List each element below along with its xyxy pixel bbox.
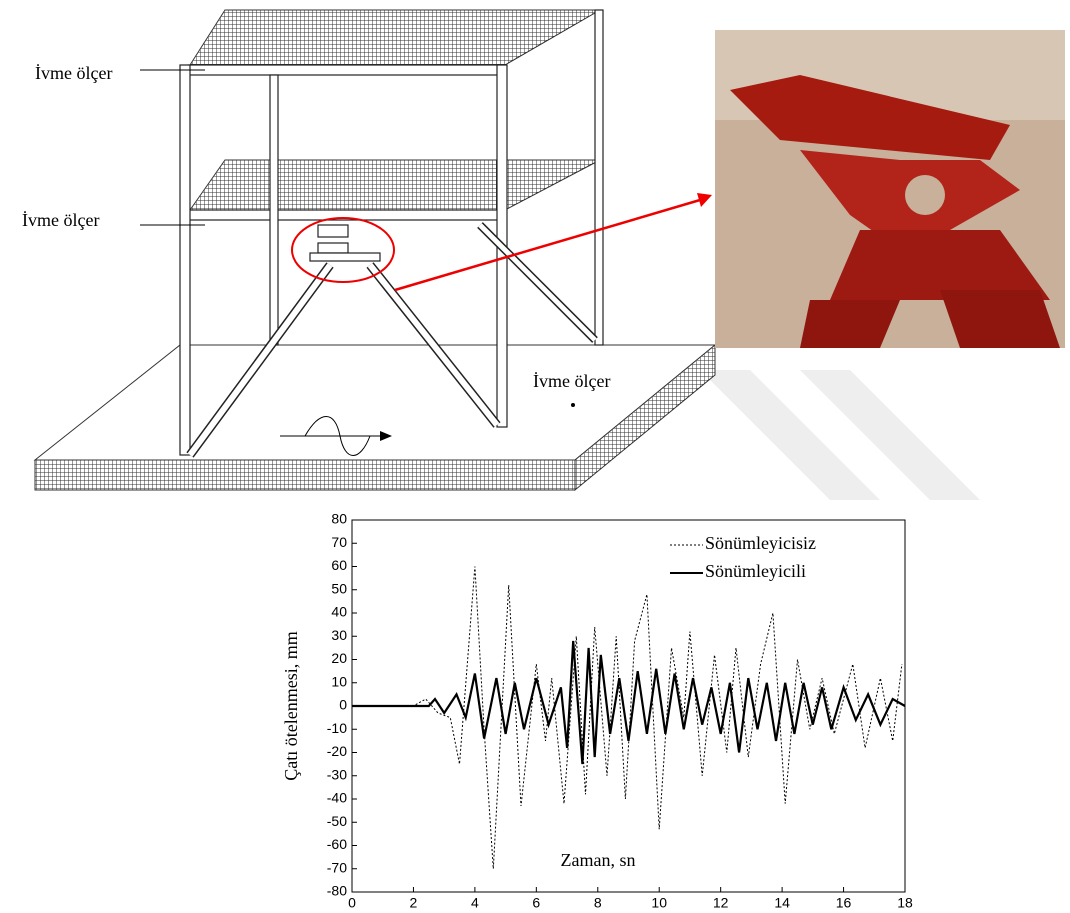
plot-frame bbox=[352, 520, 905, 892]
y-tick-label: -50 bbox=[327, 813, 347, 829]
y-tick-label: -60 bbox=[327, 836, 347, 852]
x-tick-label: 12 bbox=[713, 895, 729, 911]
sensor-label: İvme ölçer bbox=[22, 210, 99, 230]
y-tick-label: -30 bbox=[327, 766, 347, 782]
figure: İvme ölçer İvme ölçer İvme ölçer Zaman, … bbox=[0, 0, 1070, 913]
y-tick-label: -40 bbox=[327, 790, 347, 806]
page: İvme ölçer İvme ölçer İvme ölçer Zaman, … bbox=[0, 0, 1070, 913]
x-tick-label: 6 bbox=[532, 895, 540, 911]
x-tick-label: 8 bbox=[594, 895, 602, 911]
y-tick-label: 40 bbox=[331, 604, 347, 620]
x-tick-label: 18 bbox=[897, 895, 913, 911]
x-tick-label: 2 bbox=[410, 895, 418, 911]
y-tick-label: 70 bbox=[331, 534, 347, 550]
sensor-label: İvme ölçer bbox=[35, 63, 112, 83]
arrow-head bbox=[697, 193, 712, 207]
y-tick-label: 80 bbox=[331, 511, 347, 527]
sensor-label: İvme ölçer bbox=[533, 371, 610, 391]
y-tick-label: -80 bbox=[327, 883, 347, 899]
x-tick-label: 10 bbox=[651, 895, 667, 911]
watermark bbox=[700, 370, 980, 500]
x-tick-label: 14 bbox=[774, 895, 790, 911]
y-axis-label: Çatı ötelenmesi, mm bbox=[281, 631, 301, 780]
y-tick-label: 50 bbox=[331, 580, 347, 596]
base-slab bbox=[35, 345, 715, 490]
y-tick-label: 60 bbox=[331, 557, 347, 573]
x-axis-label: Zaman, sn bbox=[561, 850, 636, 870]
y-tick-label: 10 bbox=[331, 673, 347, 689]
x-tick-label: 4 bbox=[471, 895, 479, 911]
x-tick-label: 16 bbox=[836, 895, 852, 911]
x-tick-label: 0 bbox=[348, 895, 356, 911]
y-tick-label: -10 bbox=[327, 720, 347, 736]
legend-label: Sönümleyicisiz bbox=[705, 533, 816, 553]
y-tick-label: 20 bbox=[331, 650, 347, 666]
y-tick-label: -70 bbox=[327, 859, 347, 875]
y-tick-label: -20 bbox=[327, 743, 347, 759]
y-tick-label: 30 bbox=[331, 627, 347, 643]
series-line bbox=[352, 567, 902, 869]
damper-photo bbox=[715, 30, 1065, 348]
y-tick-label: 0 bbox=[339, 697, 347, 713]
legend-label: Sönümleyicili bbox=[705, 561, 806, 581]
